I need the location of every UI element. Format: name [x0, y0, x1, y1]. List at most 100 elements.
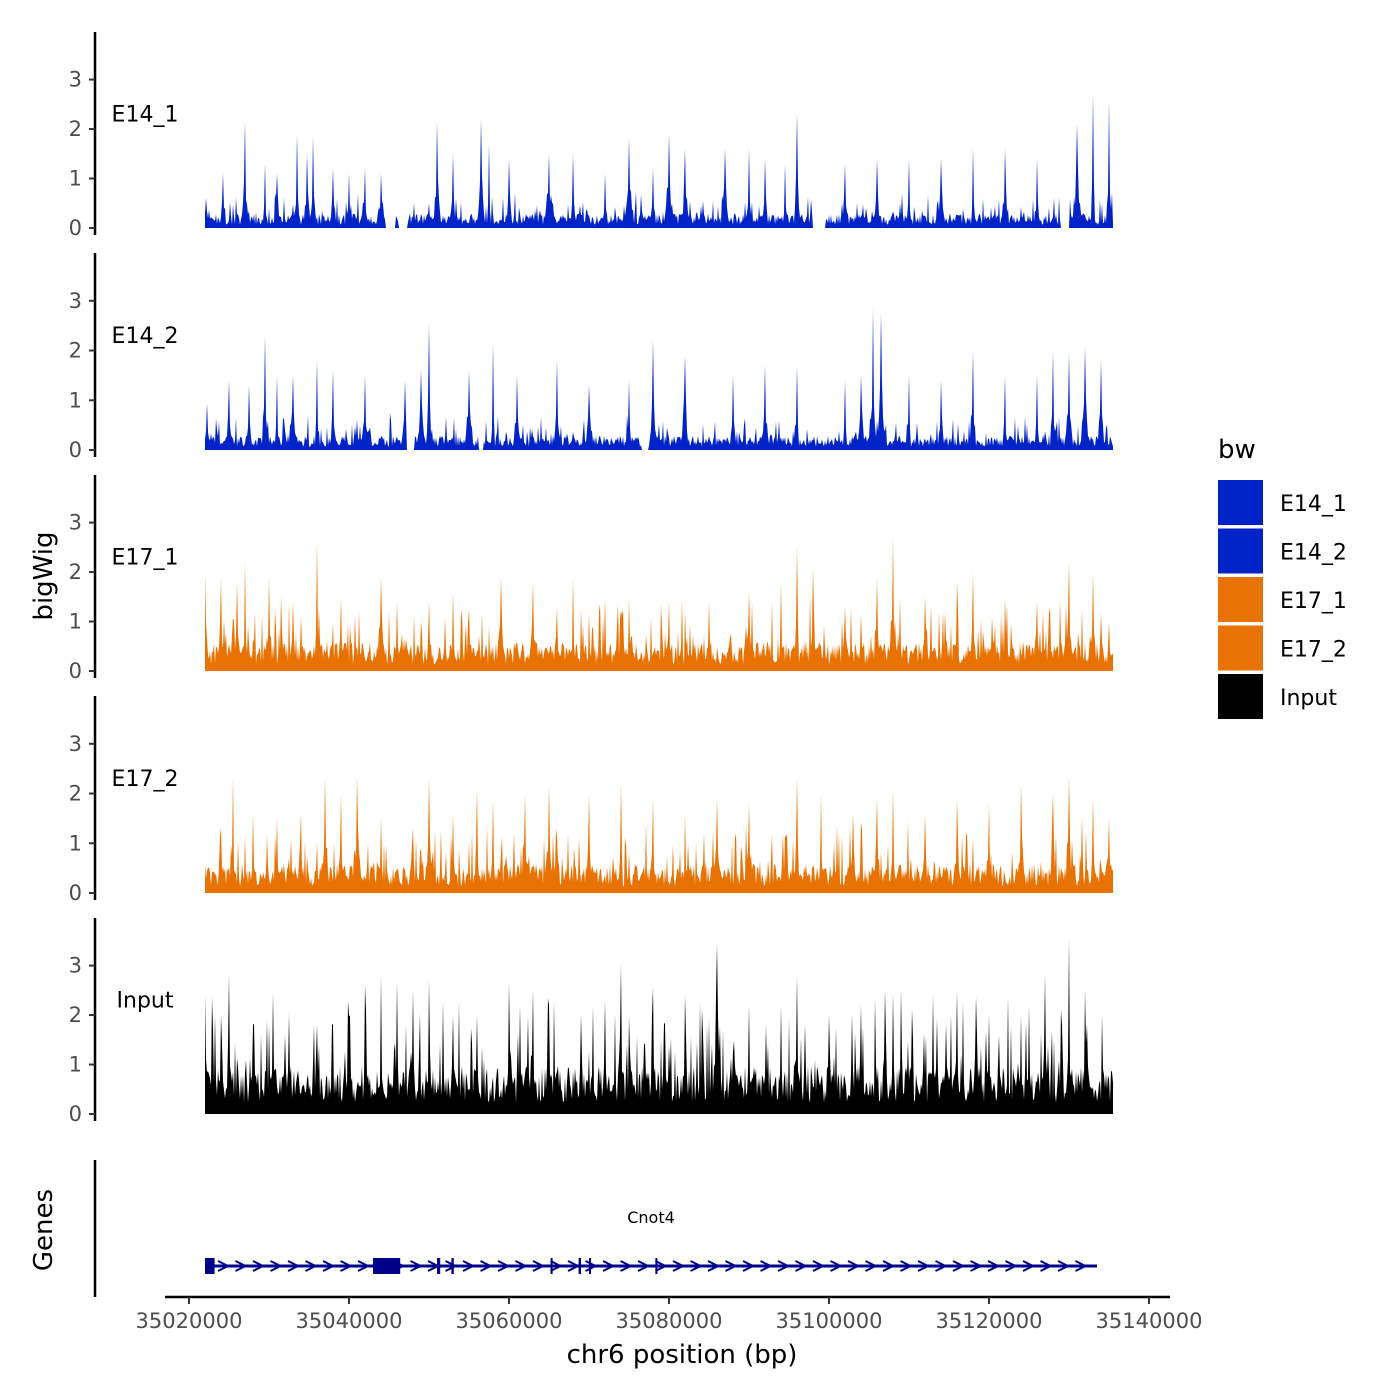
strand-arrow [340, 1260, 353, 1272]
exon [655, 1258, 658, 1274]
exon [437, 1258, 441, 1274]
strand-arrow [497, 1260, 511, 1272]
strand-arrow [900, 1260, 913, 1272]
coverage-area-E17_2 [205, 776, 1113, 893]
strand-arrow [637, 1260, 651, 1272]
track-Input: 0 1 2 3 Input [69, 918, 1113, 1126]
strand-arrow [672, 1260, 686, 1272]
y-tick-label: 1 [69, 388, 82, 412]
legend: bw E14_1 E14_2 E17_1 E17_2 Input [1218, 435, 1347, 719]
strand-arrow [585, 1260, 598, 1272]
strand-arrow [970, 1260, 983, 1272]
y-tick-label: 2 [69, 117, 82, 141]
legend-swatch-Input [1218, 674, 1263, 719]
y-tick-label: 0 [69, 438, 82, 462]
y-tick-label: 1 [69, 1053, 82, 1077]
strand-arrow [847, 1260, 861, 1272]
strand-arrow [462, 1260, 476, 1272]
strand-arrow [655, 1260, 668, 1272]
strand-arrow [1022, 1260, 1036, 1272]
strand-arrow [1057, 1260, 1071, 1272]
y-tick-label: 2 [69, 560, 82, 584]
exon [578, 1258, 581, 1274]
x-tick-label: 35140000 [1096, 1309, 1203, 1333]
strand-arrow [515, 1260, 528, 1272]
gene-Cnot4: Cnot4 [205, 1208, 1097, 1274]
coverage-tracks: 0 1 2 3 E14_1 0 1 2 3 E14_2 0 1 2 3 E17_1 0 1 2 3 E17_2 0 1 2 3… [69, 32, 1113, 1126]
legend-label-E14_1: E14_1 [1280, 492, 1347, 517]
strand-arrow [532, 1260, 546, 1272]
y-tick-label: 1 [69, 167, 82, 191]
strand-arrow [812, 1260, 826, 1272]
y-tick-label: 3 [69, 289, 82, 313]
strand-arrow [480, 1260, 493, 1272]
strand-arrow [567, 1260, 581, 1272]
legend-title: bw [1218, 435, 1256, 465]
strand-arrow [235, 1260, 248, 1272]
strand-arrow [1005, 1260, 1018, 1272]
x-tick-label: 35060000 [456, 1309, 563, 1333]
y-tick-label: 2 [69, 1003, 82, 1027]
strand-arrow [690, 1260, 703, 1272]
legend-swatch-E17_1 [1218, 577, 1263, 622]
track-label-Input: Input [117, 989, 174, 1014]
strand-arrow [270, 1260, 283, 1272]
strand-arrow [1040, 1260, 1053, 1272]
y-tick-label: 0 [69, 1102, 82, 1126]
gene-track: Cnot4 [93, 1160, 1097, 1297]
x-tick-label: 35020000 [136, 1309, 243, 1333]
y-tick-label: 1 [69, 610, 82, 634]
strand-arrow [987, 1260, 1001, 1272]
strand-arrow [865, 1260, 878, 1272]
exon [589, 1258, 591, 1274]
strand-arrow [445, 1260, 458, 1272]
strand-arrow [322, 1260, 336, 1272]
y-tick-label: 3 [69, 954, 82, 978]
gene-label: Cnot4 [627, 1208, 675, 1227]
legend-label-E14_2: E14_2 [1280, 541, 1347, 566]
exon [373, 1258, 401, 1274]
legend-swatch-E14_1 [1218, 480, 1263, 525]
strand-arrow [602, 1260, 616, 1272]
strand-arrow [725, 1260, 738, 1272]
y-tick-label: 0 [69, 659, 82, 683]
exon [205, 1258, 215, 1274]
strand-arrow [305, 1260, 318, 1272]
track-label-E17_2: E17_2 [112, 767, 179, 792]
strand-arrow [707, 1260, 721, 1272]
legend-label-Input: Input [1280, 686, 1337, 711]
track-E14_2: 0 1 2 3 E14_2 [69, 253, 1113, 462]
y-axis-title: bigWig [29, 531, 59, 620]
x-tick-label: 35080000 [616, 1309, 723, 1333]
strand-arrow [795, 1260, 808, 1272]
legend-label-E17_2: E17_2 [1280, 638, 1347, 663]
strand-arrow [217, 1260, 231, 1272]
x-tick-label: 35100000 [776, 1309, 883, 1333]
strand-arrow [357, 1260, 371, 1272]
track-label-E14_2: E14_2 [112, 324, 179, 349]
track-E17_2: 0 1 2 3 E17_2 [69, 696, 1113, 905]
x-axis-title: chr6 position (bp) [567, 1340, 798, 1370]
strand-arrow [952, 1260, 966, 1272]
y-tick-label: 3 [69, 732, 82, 756]
strand-arrow [777, 1260, 791, 1272]
legend-label-E17_1: E17_1 [1280, 589, 1347, 614]
strand-arrow [252, 1260, 266, 1272]
strand-arrow [287, 1260, 301, 1272]
strand-arrow [550, 1260, 563, 1272]
gene-track-title: Genes [29, 1189, 59, 1271]
strand-arrow [620, 1260, 633, 1272]
strand-arrow [410, 1260, 423, 1272]
strand-arrow [882, 1260, 896, 1272]
x-tick-label: 35040000 [296, 1309, 403, 1333]
coverage-area-E14_2 [205, 308, 1113, 450]
strand-arrow [1075, 1260, 1088, 1272]
strand-arrow [760, 1260, 773, 1272]
coverage-area-E14_1 [205, 94, 1113, 229]
track-label-E14_1: E14_1 [112, 103, 179, 128]
y-tick-label: 3 [69, 68, 82, 92]
legend-swatch-E17_2 [1218, 625, 1263, 671]
exon [550, 1258, 553, 1274]
legend-swatch-E14_2 [1218, 528, 1263, 574]
